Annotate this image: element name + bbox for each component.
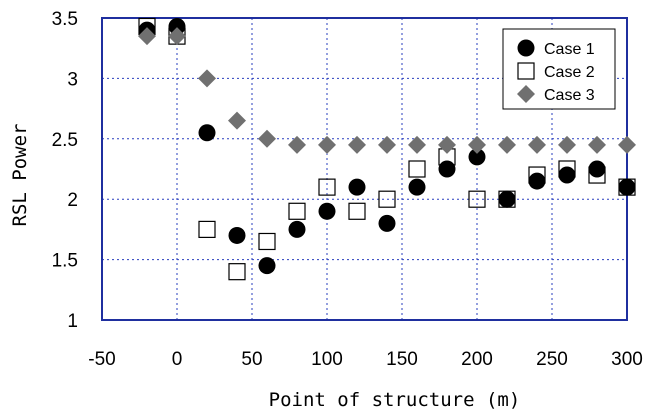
data-point [258, 257, 276, 275]
x-tick-label: 150 [386, 349, 418, 370]
plot-area-frame [101, 17, 628, 321]
data-point [198, 220, 216, 238]
data-marks [138, 17, 636, 281]
data-point [438, 135, 456, 154]
data-point [288, 135, 306, 154]
y-tick-label: 1.5 [52, 251, 78, 272]
data-point [528, 135, 546, 154]
data-point [228, 263, 246, 281]
data-point [228, 226, 246, 244]
y-tick-label: 1 [67, 311, 78, 332]
data-point [228, 111, 246, 130]
data-point [168, 27, 186, 46]
data-point [318, 135, 336, 154]
data-point [318, 178, 336, 196]
data-point [588, 160, 606, 178]
legend-label: Case 1 [544, 41, 595, 58]
data-point [618, 178, 636, 196]
data-point [378, 135, 396, 154]
data-point [498, 135, 516, 154]
x-tick-label: -50 [88, 349, 115, 370]
data-point [348, 202, 366, 220]
data-point [138, 27, 156, 46]
data-point [258, 232, 276, 251]
data-point [258, 129, 276, 148]
data-point [288, 202, 306, 220]
legend-label: Case 2 [544, 64, 595, 81]
data-point [168, 17, 186, 35]
legend-marker [517, 85, 535, 103]
data-point [288, 220, 306, 238]
y-tick-label: 3.5 [52, 9, 78, 30]
data-point [588, 135, 606, 154]
data-point [558, 166, 576, 184]
x-axis-ticks: -50 0 50 100 150 200 250 300 [88, 349, 643, 370]
y-tick-label: 3 [67, 69, 78, 90]
data-point [378, 190, 396, 208]
series-3 [138, 27, 636, 154]
y-tick-label: 2 [67, 190, 78, 211]
data-point [498, 190, 516, 208]
data-point [558, 135, 576, 154]
x-tick-label: 50 [241, 349, 262, 370]
x-tick-label: 200 [461, 349, 493, 370]
data-point [408, 135, 426, 154]
data-point [318, 202, 336, 220]
data-point [348, 178, 366, 196]
data-point [408, 178, 426, 196]
data-point [468, 148, 486, 166]
x-tick-label: 250 [536, 349, 568, 370]
data-point [468, 135, 486, 154]
y-tick-label: 2.5 [52, 130, 78, 151]
x-axis-label: Point of structure (m) [269, 389, 521, 411]
x-tick-label: 100 [311, 349, 343, 370]
legend-marker [517, 39, 535, 57]
data-point [198, 69, 216, 88]
data-point [528, 172, 546, 190]
data-point [438, 160, 456, 178]
legend-label: Case 3 [544, 87, 595, 104]
data-point [468, 190, 486, 208]
x-tick-label: 300 [611, 349, 643, 370]
data-point [198, 124, 216, 142]
data-point [348, 135, 366, 154]
y-axis-label: RSL Power [9, 124, 31, 227]
y-axis-ticks: 1 1.5 2 2.5 3 3.5 [52, 9, 78, 332]
legend: Case 1 Case 2 Case 3 [502, 28, 616, 110]
data-point [408, 160, 426, 178]
x-tick-label: 0 [172, 349, 183, 370]
data-point [618, 135, 636, 154]
legend-marker [517, 62, 535, 80]
data-point [378, 214, 396, 232]
